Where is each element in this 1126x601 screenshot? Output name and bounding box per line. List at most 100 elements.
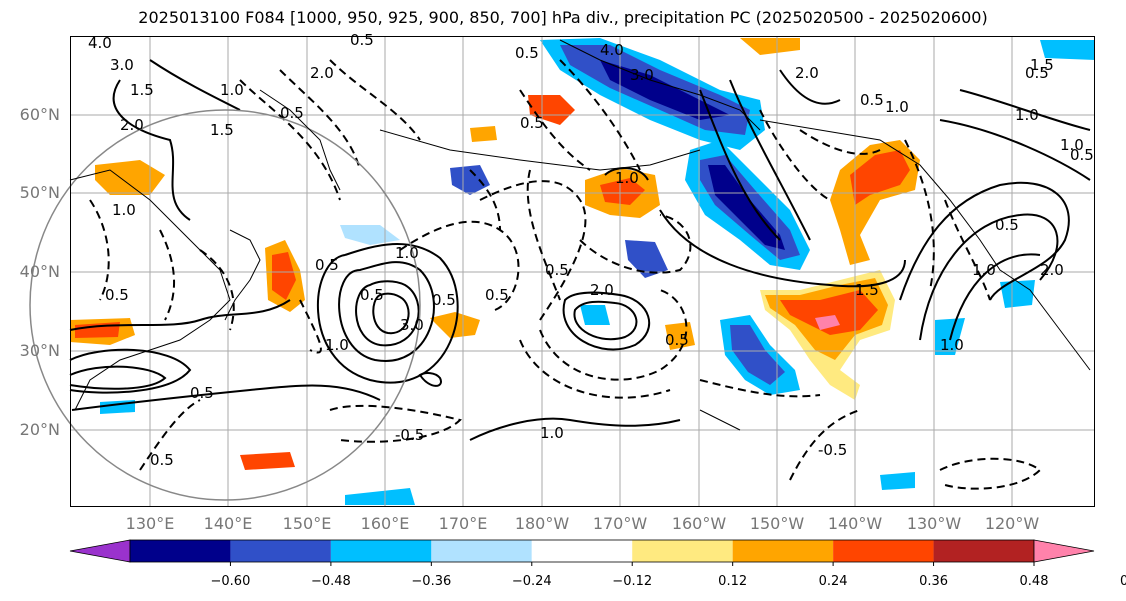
contour-dashed: [579, 214, 692, 274]
contour-label: 4.0: [88, 34, 112, 52]
coastline-hawaii: [699, 409, 741, 431]
colorbar-arrow-right: [1033, 539, 1095, 563]
contour-label: 0.5: [1070, 146, 1094, 164]
contour-labels: 3.01.54.02.01.01.50.50.54.03.00.52.01.00…: [88, 31, 1094, 469]
contour-label: 1.5: [210, 121, 234, 139]
contour-label: 2.0: [120, 116, 144, 134]
contour-label: 1.0: [220, 81, 244, 99]
contour-solid: [71, 384, 381, 411]
lon-label: 160°E: [360, 514, 410, 533]
contour-label: 1.0: [540, 424, 564, 442]
contour-dashed: [159, 229, 176, 321]
colorbar-segment: [230, 540, 331, 562]
pink-max: [815, 315, 840, 330]
orange-small-1: [470, 126, 497, 142]
lat-label: 20°N: [19, 420, 60, 439]
contour-label: 1.0: [112, 201, 136, 219]
colorbar-tick-label: −0.12: [612, 574, 653, 589]
contour-solid: [69, 365, 167, 390]
colorbar-tick-label: 0.36: [919, 574, 949, 589]
colorbar-segment: [632, 540, 733, 562]
contour-solid: [372, 292, 410, 335]
reference-circle: [29, 109, 421, 501]
chart-title: 2025013100 F084 [1000, 950, 925, 900, 85…: [138, 8, 988, 27]
contour-dashed: [199, 249, 235, 331]
contour-solid: [899, 181, 1070, 301]
orange-small-3: [665, 322, 695, 350]
contour-dashed: [469, 169, 501, 231]
contour-dashed: [539, 289, 688, 381]
contour-label: 4.0: [600, 41, 624, 59]
lon-label: 130°E: [125, 514, 175, 533]
contour-label: 3.0: [400, 316, 424, 334]
contour-dashed: [904, 139, 935, 291]
contour-label: 0.5: [432, 291, 456, 309]
contour-solid: [112, 79, 191, 221]
contour-label: 2.0: [1040, 261, 1064, 279]
lat-label: 30°N: [19, 341, 60, 360]
contour-dashed: [799, 129, 881, 155]
contour-label: 1.0: [885, 98, 909, 116]
contour-label: 0.5: [1025, 64, 1049, 82]
contour-solid: [779, 69, 841, 105]
blue-blob-1: [450, 165, 490, 195]
contour-label: 0.5: [515, 44, 539, 62]
contour-label: -0.5: [395, 426, 424, 444]
contour-dashed: [329, 404, 462, 443]
contour-solid: [69, 299, 291, 331]
coastline-alaska: [559, 39, 761, 131]
contour-label: -0.5: [818, 441, 847, 459]
contour-dashed: [944, 199, 991, 301]
divergence-contours: [69, 59, 1091, 490]
contour-label: 2.0: [795, 64, 819, 82]
contour-label: 1.0: [1015, 106, 1039, 124]
contour-label: 0.5: [665, 331, 689, 349]
contour-solid: [949, 253, 1041, 341]
contour-label: 1.5: [130, 81, 154, 99]
contour-label: 3.0: [110, 56, 134, 74]
contour-label: 2.0: [590, 281, 614, 299]
contour-label: 1.0: [325, 336, 349, 354]
colorbar-tick-label: −0.48: [310, 574, 351, 589]
contour-label: 1.0: [1060, 136, 1084, 154]
colorbar-tick-label: 0.12: [718, 574, 748, 589]
lon-label: 140°E: [203, 514, 253, 533]
coastlines: [69, 39, 1091, 431]
lat-label: 50°N: [19, 183, 60, 202]
lon-label: 130°W: [906, 514, 962, 533]
colorbar-segment: [933, 540, 1034, 562]
contour-label: 1.0: [940, 336, 964, 354]
contour-dashed: [759, 109, 831, 201]
colorbar-segment: [531, 540, 633, 562]
map-frame: [70, 36, 1095, 507]
colorbar-arrow-left: [69, 539, 131, 563]
contour-label: 0.5: [190, 384, 214, 402]
colorbar-tick-label: −0.24: [511, 574, 552, 589]
contour-label: 1.0: [395, 244, 419, 262]
coastline-north-america: [759, 119, 1091, 371]
contour-label: 0.5: [520, 114, 544, 132]
orange-patch-dateline-core: [600, 178, 645, 205]
contour-dashed: [699, 379, 821, 398]
orange-blob-ne-core: [850, 150, 910, 205]
blue-blob-3: [580, 305, 610, 325]
contour-label: 0.5: [995, 216, 1019, 234]
blue-band-north-core: [600, 60, 730, 120]
blue-patch-se-core: [730, 325, 785, 385]
lon-label: 150°W: [749, 514, 805, 533]
contour-solid: [573, 300, 638, 341]
contour-label: 0.5: [150, 451, 174, 469]
contour-dashed: [239, 79, 341, 201]
colorbar-tick-label: 0.24: [818, 574, 848, 589]
lon-label: 120°W: [984, 514, 1040, 533]
coastline-aleutians: [379, 129, 701, 171]
contour-dashed: [479, 180, 587, 321]
contour-solid: [469, 417, 681, 441]
blue-blob-10: [880, 472, 915, 490]
lon-label: 180°W: [514, 514, 570, 533]
colorbar-segment: [732, 540, 834, 562]
contour-solid: [355, 280, 420, 347]
coastline-kamchatka: [259, 89, 341, 191]
contour-dashed: [519, 339, 671, 399]
